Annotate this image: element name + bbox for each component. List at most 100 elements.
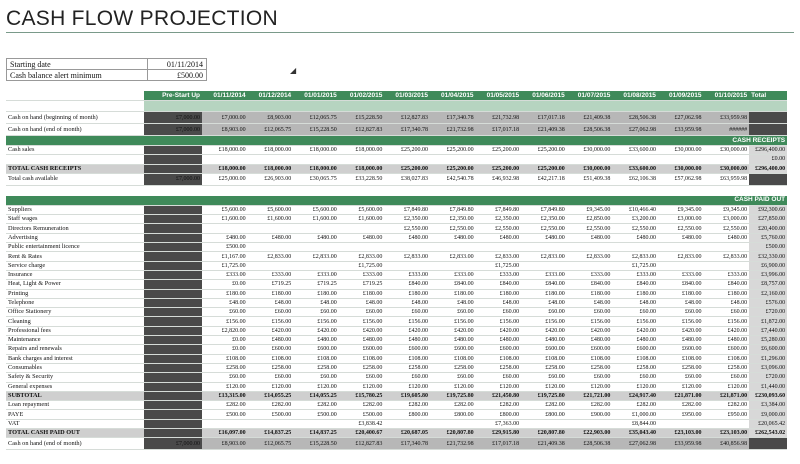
month-cell[interactable]: £57,062.98	[657, 172, 704, 186]
month-cell[interactable]: £21,409.38	[521, 123, 567, 136]
prestart-cell[interactable]	[144, 205, 202, 216]
month-cell[interactable]: £800.00	[429, 409, 476, 420]
month-cell[interactable]: £48.00	[247, 298, 294, 309]
month-cell[interactable]: £5,600.00	[338, 205, 385, 216]
month-cell[interactable]: £282.00	[475, 400, 522, 411]
month-cell[interactable]	[338, 154, 385, 165]
prestart-cell[interactable]	[144, 372, 202, 383]
prestart-cell[interactable]	[144, 382, 202, 392]
prestart-cell[interactable]	[144, 164, 202, 174]
month-cell[interactable]: £420.00	[612, 326, 658, 337]
month-cell[interactable]: £282.00	[612, 400, 658, 411]
month-cell[interactable]: £25,200.00	[475, 145, 522, 156]
month-cell[interactable]: £60.00	[202, 372, 248, 383]
month-cell[interactable]: £480.00	[703, 335, 750, 346]
month-cell[interactable]: £500.00	[202, 242, 248, 253]
month-cell[interactable]: £800.00	[384, 409, 430, 420]
month-cell[interactable]: £258.00	[429, 363, 476, 374]
month-cell[interactable]: £156.00	[566, 316, 613, 327]
month-cell[interactable]: £480.00	[521, 335, 567, 346]
month-cell[interactable]: £25,200.00	[429, 145, 476, 156]
prestart-cell[interactable]	[144, 307, 202, 318]
month-cell[interactable]: £156.00	[612, 316, 658, 327]
prestart-cell[interactable]	[144, 316, 202, 327]
month-cell[interactable]: £33,959.98	[703, 111, 750, 124]
month-cell[interactable]	[521, 154, 567, 165]
month-cell[interactable]: £21,732.98	[429, 437, 476, 451]
month-cell[interactable]: £333.00	[657, 270, 704, 281]
prestart-cell[interactable]	[144, 298, 202, 309]
month-cell[interactable]: £180.00	[384, 289, 430, 299]
month-cell[interactable]: £500.00	[247, 409, 294, 420]
month-cell[interactable]: £950.00	[703, 409, 750, 420]
month-cell[interactable]: £60.00	[657, 372, 704, 383]
month-cell[interactable]: £25,200.00	[475, 164, 522, 174]
month-cell[interactable]: £12,065.75	[247, 123, 294, 136]
month-cell[interactable]: £60.00	[566, 307, 613, 318]
month-cell[interactable]	[293, 419, 339, 430]
month-cell[interactable]: £120.00	[338, 382, 385, 392]
month-cell[interactable]: £600.00	[384, 344, 430, 355]
month-cell[interactable]	[202, 419, 248, 430]
month-cell[interactable]: £10,466.40	[612, 205, 658, 216]
month-cell[interactable]: £60.00	[338, 307, 385, 318]
month-cell[interactable]: £48.00	[202, 298, 248, 309]
month-cell[interactable]: £800.00	[475, 409, 522, 420]
month-cell[interactable]: £480.00	[612, 233, 658, 244]
month-cell[interactable]: £950.00	[657, 409, 704, 420]
month-cell[interactable]: £13,315.00	[202, 391, 248, 402]
month-cell[interactable]: £60.00	[703, 372, 750, 383]
month-cell[interactable]: £420.00	[338, 326, 385, 337]
month-cell[interactable]: £420.00	[703, 326, 750, 337]
month-cell[interactable]: £25,200.00	[521, 164, 567, 174]
alert-minimum-cell[interactable]: £500.00	[147, 69, 207, 81]
month-cell[interactable]: £180.00	[338, 289, 385, 299]
prestart-cell[interactable]	[144, 363, 202, 374]
month-cell[interactable]: £19,725.80	[429, 391, 476, 402]
month-cell[interactable]: £21,732.98	[475, 111, 522, 124]
month-cell[interactable]: £30,000.00	[703, 145, 750, 156]
month-cell[interactable]	[521, 242, 567, 253]
month-cell[interactable]: £500.00	[202, 409, 248, 420]
month-cell[interactable]: £48.00	[338, 298, 385, 309]
month-cell[interactable]	[247, 419, 294, 430]
month-cell[interactable]: £30,000.00	[657, 145, 704, 156]
month-cell[interactable]: £3,200.00	[612, 214, 658, 225]
month-cell[interactable]: £120.00	[202, 382, 248, 392]
month-cell[interactable]: £108.00	[429, 354, 476, 364]
month-cell[interactable]: £60.00	[521, 307, 567, 318]
month-cell[interactable]: £48.00	[475, 298, 522, 309]
month-cell[interactable]	[657, 154, 704, 165]
month-cell[interactable]: £60.00	[566, 372, 613, 383]
prestart-cell[interactable]	[144, 261, 202, 271]
month-cell[interactable]: £18,000.00	[338, 145, 385, 156]
month-cell[interactable]: £17,340.78	[384, 123, 430, 136]
prestart-cell[interactable]	[144, 409, 202, 420]
month-cell[interactable]: £2,820.00	[202, 326, 248, 337]
month-cell[interactable]: £156.00	[657, 316, 704, 327]
month-cell[interactable]: £2,550.00	[475, 223, 522, 234]
month-cell[interactable]	[429, 419, 476, 430]
month-cell[interactable]: £840.00	[703, 279, 750, 290]
month-cell[interactable]: £2,550.00	[429, 223, 476, 234]
month-cell[interactable]: £48.00	[384, 298, 430, 309]
month-cell[interactable]: £420.00	[247, 326, 294, 337]
month-cell[interactable]: £3,000.00	[657, 214, 704, 225]
month-cell[interactable]: £600.00	[429, 344, 476, 355]
month-cell[interactable]: £1,167.00	[202, 251, 248, 262]
month-cell[interactable]: £2,350.00	[429, 214, 476, 225]
month-cell[interactable]: £1,725.00	[338, 261, 385, 271]
month-cell[interactable]: £38,027.83	[384, 172, 430, 186]
month-cell[interactable]: £2,550.00	[521, 223, 567, 234]
month-cell[interactable]: £28,506.38	[566, 437, 613, 451]
month-cell[interactable]: £600.00	[703, 344, 750, 355]
prestart-cell[interactable]	[144, 400, 202, 411]
month-cell[interactable]: £2,833.00	[566, 251, 613, 262]
prestart-cell[interactable]: £7,000.00	[144, 123, 202, 136]
month-cell[interactable]: £333.00	[612, 270, 658, 281]
month-cell[interactable]: £180.00	[657, 289, 704, 299]
month-cell[interactable]: £25,200.00	[384, 145, 430, 156]
month-cell[interactable]: £8,903.00	[247, 111, 294, 124]
month-cell[interactable]: £258.00	[384, 363, 430, 374]
prestart-cell[interactable]	[144, 391, 202, 402]
